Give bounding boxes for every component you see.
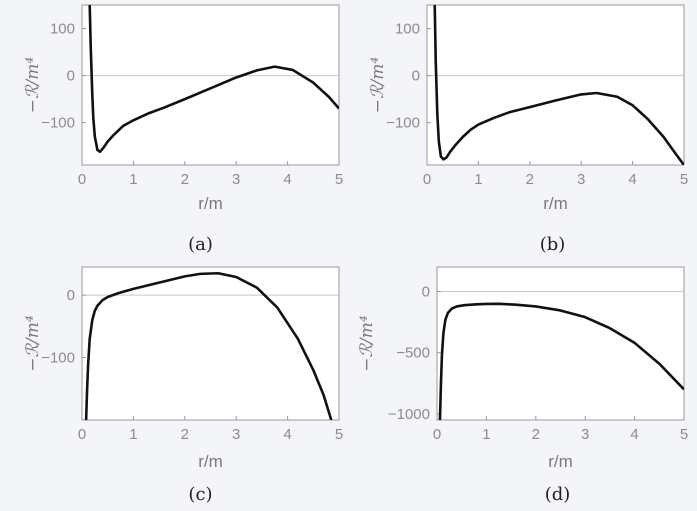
x-tick-label: 3 bbox=[232, 426, 240, 443]
panel-caption: (b) bbox=[540, 234, 566, 255]
chart-panel-c: 0 1 2 3 4 5 0 −100 r/m −ℛ/m⁴ (c) bbox=[23, 266, 343, 505]
x-axis-label: r/m bbox=[543, 194, 568, 213]
x-tick-label: 5 bbox=[680, 171, 688, 188]
y-tick-label: −100 bbox=[41, 350, 75, 367]
plot-frame bbox=[81, 4, 340, 166]
series-line bbox=[438, 302, 684, 420]
x-tick-label: 0 bbox=[433, 426, 441, 443]
y-tick-label: 100 bbox=[395, 21, 420, 38]
x-axis-label: r/m bbox=[198, 452, 223, 471]
y-axis-label: −ℛ/m⁴ bbox=[23, 57, 43, 114]
x-tick-label: 1 bbox=[482, 426, 490, 443]
y-tick-label: −1000 bbox=[388, 406, 430, 423]
y-tick-label: 0 bbox=[67, 287, 75, 304]
y-tick-label: −100 bbox=[41, 115, 75, 132]
x-tick-label: 1 bbox=[474, 171, 482, 188]
plot-frame bbox=[81, 266, 340, 421]
x-tick-label: 2 bbox=[181, 171, 189, 188]
chart-panel-d: 0 1 2 3 4 5 0 −500 −1000 r/m −ℛ/m⁴ (d) bbox=[357, 266, 688, 505]
chart-panel-a: 0 1 2 3 4 5 100 0 −100 r/m −ℛ/m⁴ (a) bbox=[23, 4, 343, 255]
y-axis-label: −ℛ/m⁴ bbox=[23, 315, 43, 372]
y-axis-label: −ℛ/m⁴ bbox=[368, 57, 388, 114]
panel-caption: (c) bbox=[188, 484, 212, 505]
y-tick-label: 0 bbox=[412, 68, 420, 85]
x-tick-label: 3 bbox=[581, 426, 589, 443]
y-tick-label: 100 bbox=[50, 21, 75, 38]
x-tick-label: 5 bbox=[335, 426, 343, 443]
x-tick-label: 4 bbox=[283, 426, 291, 443]
x-tick-label: 4 bbox=[628, 171, 636, 188]
x-tick-label: 4 bbox=[630, 426, 638, 443]
plot-frame bbox=[426, 4, 685, 166]
series-line bbox=[88, 5, 339, 154]
plot-frame bbox=[436, 266, 685, 421]
x-tick-label: 3 bbox=[232, 171, 240, 188]
x-axis-label: r/m bbox=[548, 452, 573, 471]
x-tick-label: 0 bbox=[78, 426, 86, 443]
panel-caption: (d) bbox=[545, 484, 571, 505]
x-tick-label: 4 bbox=[283, 171, 291, 188]
x-tick-label: 0 bbox=[78, 171, 86, 188]
x-tick-label: 5 bbox=[680, 426, 688, 443]
y-tick-label: −500 bbox=[396, 345, 430, 362]
x-tick-label: 2 bbox=[526, 171, 534, 188]
y-tick-label: −100 bbox=[386, 115, 420, 132]
y-axis-label: −ℛ/m⁴ bbox=[357, 315, 377, 372]
x-tick-label: 0 bbox=[423, 171, 431, 188]
chart-panel-b: 0 1 2 3 4 5 100 0 −100 r/m −ℛ/m⁴ (b) bbox=[368, 4, 688, 255]
x-tick-label: 5 bbox=[335, 171, 343, 188]
x-tick-label: 3 bbox=[577, 171, 585, 188]
x-tick-label: 2 bbox=[532, 426, 540, 443]
y-tick-label: 0 bbox=[67, 68, 75, 85]
y-tick-label: 0 bbox=[422, 283, 430, 300]
x-tick-label: 1 bbox=[129, 426, 137, 443]
series-line bbox=[433, 5, 684, 165]
x-axis-label: r/m bbox=[198, 194, 223, 213]
panel-caption: (a) bbox=[188, 234, 213, 255]
series-line bbox=[84, 271, 333, 420]
x-tick-label: 2 bbox=[181, 426, 189, 443]
x-tick-label: 1 bbox=[129, 171, 137, 188]
